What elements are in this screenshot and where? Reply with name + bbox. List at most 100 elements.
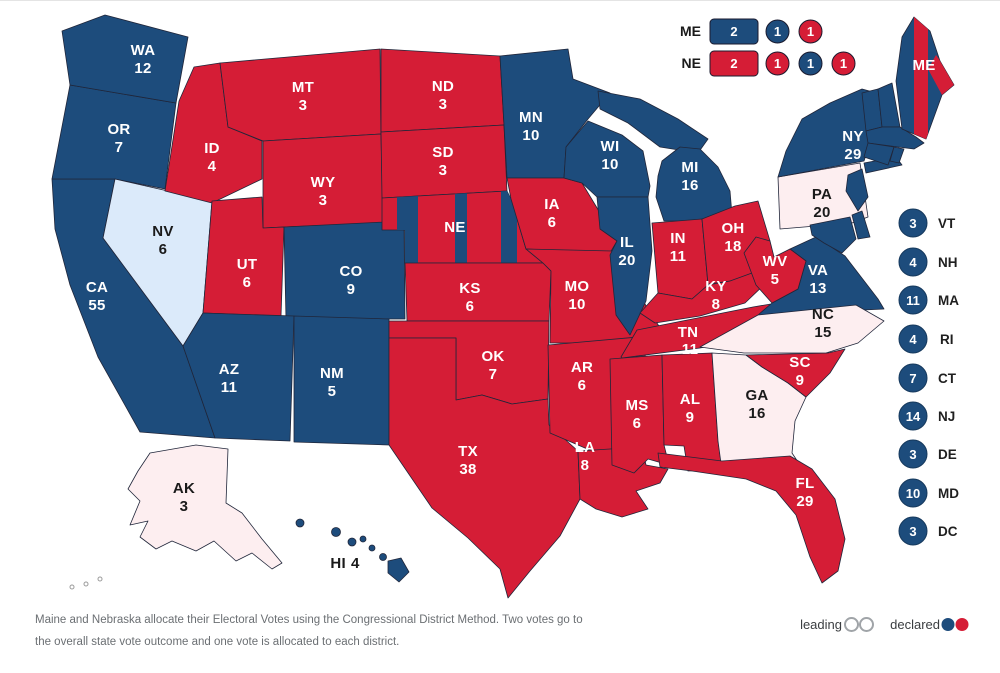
aleutian-island — [83, 581, 89, 587]
state-mi-label: MI — [681, 159, 698, 176]
badge-vt-label: VT — [938, 216, 956, 231]
state-mo-label: MO — [565, 278, 590, 295]
state-pa-label: PA — [812, 186, 832, 203]
panel-ne-label: NE — [682, 55, 701, 71]
state-nj-shape[interactable] — [845, 168, 869, 212]
panel-ne-district-3-chip — [831, 51, 856, 76]
badge-ma[interactable] — [898, 285, 928, 315]
state-wi-votes: 10 — [601, 156, 618, 173]
badge-md-label: MD — [938, 486, 959, 501]
badge-dc[interactable] — [898, 516, 928, 546]
badge-vt[interactable] — [898, 208, 928, 238]
badge-nh-label: NH — [938, 255, 958, 270]
badge-ct-votes: 7 — [909, 371, 916, 386]
state-az-votes: 11 — [221, 379, 237, 396]
state-nv-votes: 6 — [159, 241, 168, 258]
badge-ma-label: MA — [938, 293, 959, 308]
state-wy-label: WY — [311, 174, 336, 191]
panel-ne-district-2-chip — [798, 51, 823, 76]
state-ky-votes: 8 — [712, 296, 721, 313]
state-ut-votes: 6 — [243, 274, 252, 291]
state-ks-label: KS — [459, 280, 480, 297]
badge-ma-votes: 11 — [906, 293, 920, 308]
panel-me-statewide-chip — [709, 18, 759, 45]
state-nv-label: NV — [152, 223, 173, 240]
state-fl-shape[interactable] — [657, 452, 846, 584]
state-co-shape[interactable] — [283, 220, 406, 320]
maine-district-stripe — [914, 17, 954, 139]
state-ut-label: UT — [237, 256, 258, 273]
panel-me-label: ME — [680, 23, 701, 39]
state-ar-votes: 6 — [578, 377, 587, 394]
state-sc-shape[interactable] — [745, 348, 846, 398]
state-ri-shape[interactable] — [889, 146, 905, 164]
state-oh-label: OH — [721, 220, 744, 237]
state-ms-votes: 6 — [633, 415, 642, 432]
state-hi-label: HI 4 — [330, 555, 360, 572]
state-ga-label: GA — [745, 387, 768, 404]
state-wv-label: WV — [763, 253, 788, 270]
state-mn-shape[interactable] — [499, 48, 611, 179]
badge-md-votes: 10 — [906, 486, 920, 501]
state-wv-votes: 5 — [771, 271, 780, 288]
state-sd-votes: 3 — [439, 162, 448, 179]
state-wa-label: WA — [131, 42, 156, 59]
state-il-votes: 20 — [618, 252, 635, 269]
state-fl-label: FL — [796, 475, 815, 492]
state-wa-shape[interactable] — [61, 14, 189, 104]
state-ms-label: MS — [625, 397, 648, 414]
legend-declared-rep-dot — [955, 618, 969, 631]
panel-me-statewide-votes: 2 — [730, 24, 737, 39]
state-il-shape[interactable] — [596, 196, 653, 336]
legend: leading declared — [800, 617, 969, 632]
state-ca-label: CA — [86, 279, 108, 296]
state-va-label: VA — [808, 262, 828, 279]
state-oh-votes: 18 — [724, 238, 741, 255]
state-ne-label: NE — [444, 219, 465, 236]
badge-de[interactable] — [898, 439, 928, 469]
state-ks-shape[interactable] — [404, 262, 552, 322]
state-de-shape[interactable] — [851, 210, 871, 240]
badge-nh[interactable] — [898, 247, 928, 277]
state-wi-shape[interactable] — [563, 120, 651, 198]
state-az-shape[interactable] — [182, 312, 295, 442]
badge-ri-votes: 4 — [909, 332, 917, 347]
state-tn-label: TN — [678, 324, 699, 341]
badge-ri[interactable] — [898, 324, 928, 354]
state-sc-label: SC — [789, 354, 810, 371]
badge-de-votes: 3 — [909, 447, 916, 462]
state-ak-label: AK — [173, 480, 195, 497]
legend-leading-rep-dot — [859, 617, 874, 632]
state-nc-shape[interactable] — [699, 304, 885, 354]
state-pa-votes: 20 — [813, 204, 830, 221]
state-ar-label: AR — [571, 359, 593, 376]
state-ca-votes: 55 — [88, 297, 105, 314]
badge-nj-label: NJ — [938, 409, 955, 424]
legend-leading-dem-dot — [844, 617, 859, 632]
state-md-shape[interactable] — [809, 216, 857, 254]
state-ia-votes: 6 — [548, 214, 557, 231]
state-tn-votes: 11 — [682, 341, 698, 358]
state-wa-votes: 12 — [134, 60, 151, 77]
legend-leading-label: leading — [800, 617, 842, 632]
state-il-label: IL — [620, 234, 634, 251]
aleutian-island — [69, 584, 75, 590]
state-id-label: ID — [204, 140, 220, 157]
badge-ri-label: RI — [940, 332, 954, 347]
panel-me-district-2-chip — [798, 19, 823, 44]
badge-md[interactable] — [898, 478, 928, 508]
state-in-label: IN — [670, 230, 686, 247]
state-wv-shape[interactable] — [743, 236, 807, 304]
badge-nj[interactable] — [898, 401, 928, 431]
state-tx-label: TX — [458, 443, 478, 460]
state-ny-votes: 29 — [844, 146, 861, 163]
state-hi-shape[interactable] — [295, 518, 410, 583]
state-mt-votes: 3 — [299, 97, 308, 114]
state-mt-label: MT — [292, 79, 314, 96]
badge-ct[interactable] — [898, 363, 928, 393]
state-nd-label: ND — [432, 78, 454, 95]
state-ak-shape[interactable] — [127, 444, 283, 570]
state-ct-shape[interactable] — [863, 142, 895, 166]
